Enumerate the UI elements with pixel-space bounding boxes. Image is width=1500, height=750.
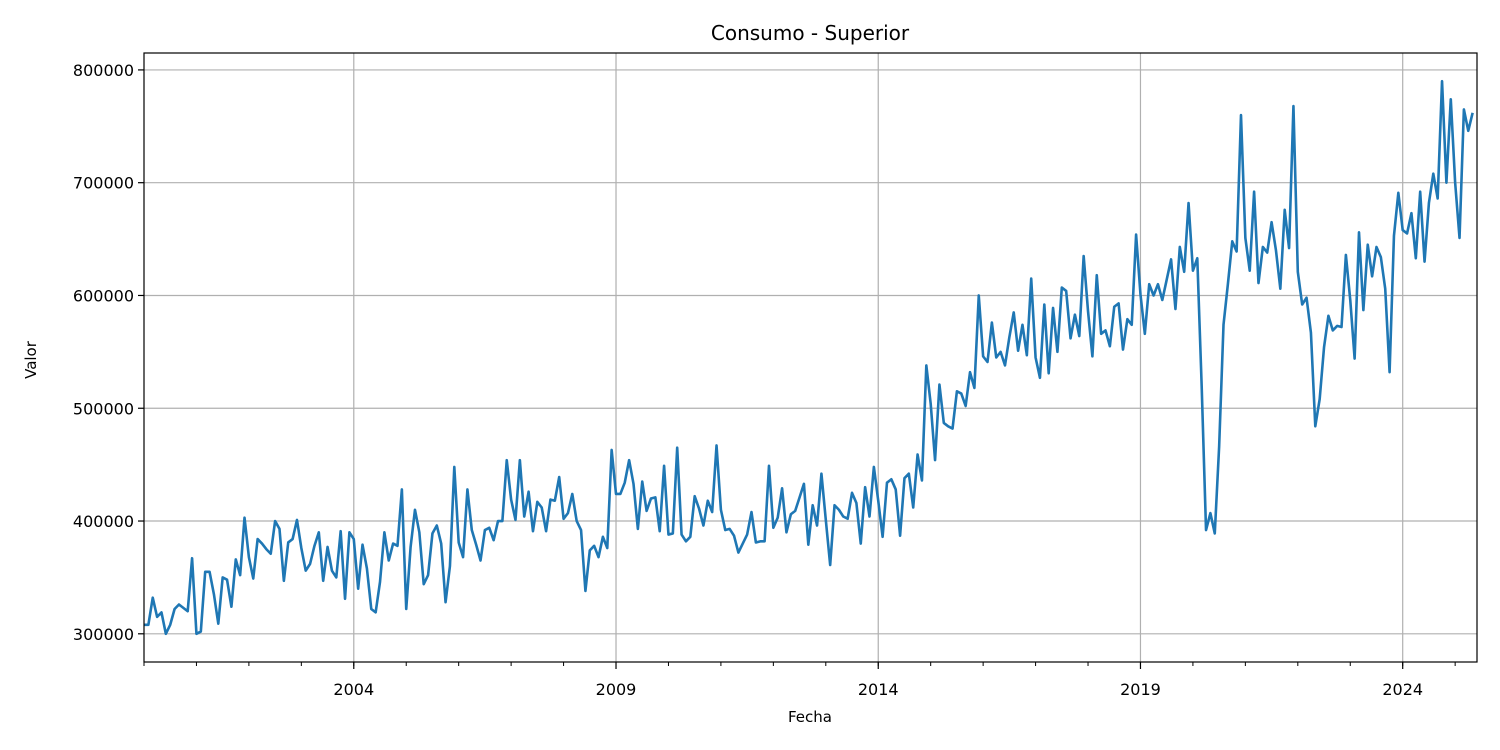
x-axis-label: Fecha [788,708,832,726]
x-tick-label: 2019 [1120,680,1161,699]
x-tick-label: 2024 [1382,680,1423,699]
x-tick-label: 2009 [596,680,637,699]
y-tick-label: 300000 [73,625,134,644]
y-tick-label: 700000 [73,174,134,193]
y-axis-label: Valor [22,340,40,379]
y-tick-label: 500000 [73,399,134,418]
y-axis: 300000 400000 500000 600000 700000 800000 [73,61,144,644]
y-tick-label: 600000 [73,286,134,305]
chart-title: Consumo - Superior [711,21,910,45]
x-tick-label: 2004 [333,680,374,699]
grid-lines [144,53,1477,662]
y-tick-label: 400000 [73,512,134,531]
series-line [144,79,1474,636]
series-group [144,79,1474,636]
plot-frame [143,52,1478,663]
x-tick-label: 2014 [858,680,899,699]
x-axis: 2004 2009 2014 2019 2024 [143,662,1456,699]
y-tick-label: 800000 [73,61,134,80]
